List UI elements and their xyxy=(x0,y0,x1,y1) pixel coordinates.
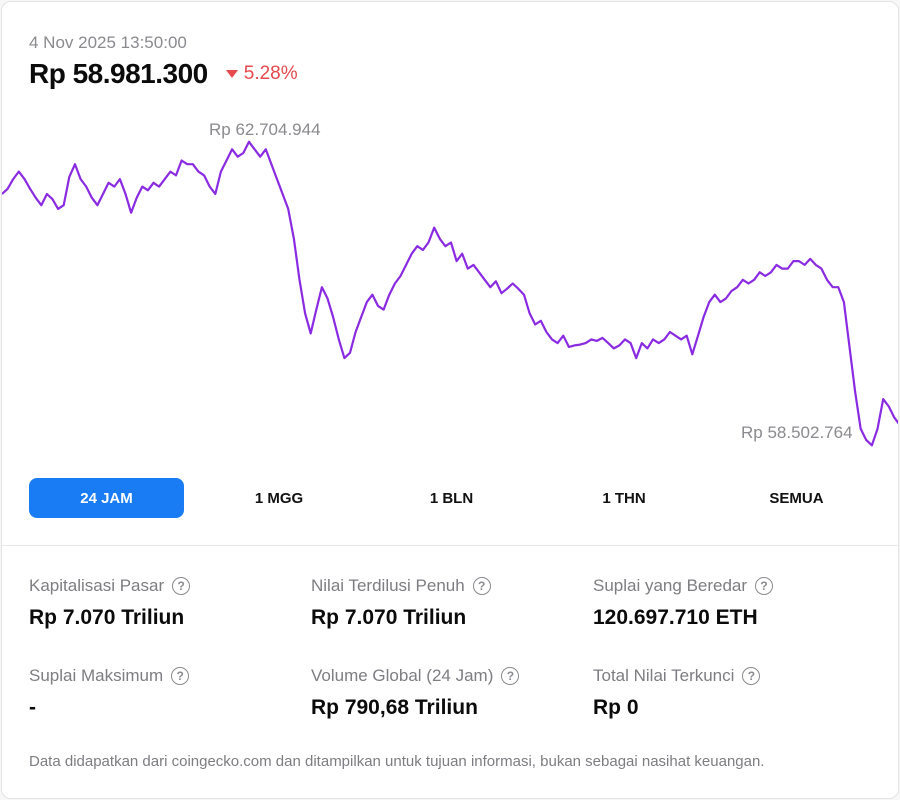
stat-value: Rp 7.070 Triliun xyxy=(29,606,185,629)
chart-low-label: Rp 58.502.764 xyxy=(741,423,853,442)
current-price: Rp 58.981.300 xyxy=(29,58,208,89)
stat-fully-diluted: Nilai Terdilusi Penuh? Rp 7.070 Triliun xyxy=(311,574,581,630)
stat-label: Nilai Terdilusi Penuh xyxy=(311,576,465,595)
stat-value: Rp 790,68 Triliun xyxy=(311,696,478,719)
section-divider xyxy=(2,545,898,546)
stat-label: Total Nilai Terkunci xyxy=(593,666,735,685)
price-row: Rp 58.981.300 5.28% xyxy=(29,57,298,91)
help-icon[interactable]: ? xyxy=(742,667,761,685)
stat-value: Rp 0 xyxy=(593,696,639,719)
stat-label: Suplai yang Beredar xyxy=(593,576,748,595)
stat-value: 120.697.710 ETH xyxy=(593,606,758,629)
range-1y-button[interactable]: 1 THN xyxy=(547,478,702,518)
help-icon[interactable]: ? xyxy=(171,667,190,685)
stat-label: Volume Global (24 Jam) xyxy=(311,666,494,685)
range-1w-button[interactable]: 1 MGG xyxy=(202,478,357,518)
chart-high-label: Rp 62.704.944 xyxy=(209,120,321,139)
help-icon[interactable]: ? xyxy=(472,577,491,595)
stat-label: Kapitalisasi Pasar xyxy=(29,576,165,595)
stat-label: Suplai Maksimum xyxy=(29,666,164,685)
help-icon[interactable]: ? xyxy=(172,577,191,595)
help-icon[interactable]: ? xyxy=(501,667,520,685)
price-chart-svg xyxy=(2,140,898,447)
price-series-line xyxy=(2,140,898,447)
disclaimer-text: Data didapatkan dari coingecko.com dan d… xyxy=(29,753,765,770)
stat-value: Rp 7.070 Triliun xyxy=(311,606,467,629)
price-timestamp: 4 Nov 2025 13:50:00 xyxy=(29,33,187,52)
triangle-down-icon xyxy=(225,70,238,78)
stat-market-cap: Kapitalisasi Pasar? Rp 7.070 Triliun xyxy=(29,574,299,630)
stat-global-volume: Volume Global (24 Jam)? Rp 790,68 Triliu… xyxy=(311,664,581,720)
stat-circulating-supply: Suplai yang Beredar? 120.697.710 ETH xyxy=(593,574,863,630)
price-change: 5.28% xyxy=(225,63,298,85)
range-24h-button[interactable]: 24 JAM xyxy=(29,478,184,518)
stat-max-supply: Suplai Maksimum? - xyxy=(29,664,299,720)
price-change-percent: 5.28% xyxy=(243,63,298,84)
help-icon[interactable]: ? xyxy=(755,577,774,595)
price-chart[interactable] xyxy=(2,112,898,452)
range-1m-button[interactable]: 1 BLN xyxy=(374,478,529,518)
time-range-selector: 24 JAM 1 MGG 1 BLN 1 THN SEMUA xyxy=(29,478,874,518)
stat-total-value-locked: Total Nilai Terkunci? Rp 0 xyxy=(593,664,863,720)
stat-value: - xyxy=(29,696,36,719)
range-all-button[interactable]: SEMUA xyxy=(719,478,874,518)
